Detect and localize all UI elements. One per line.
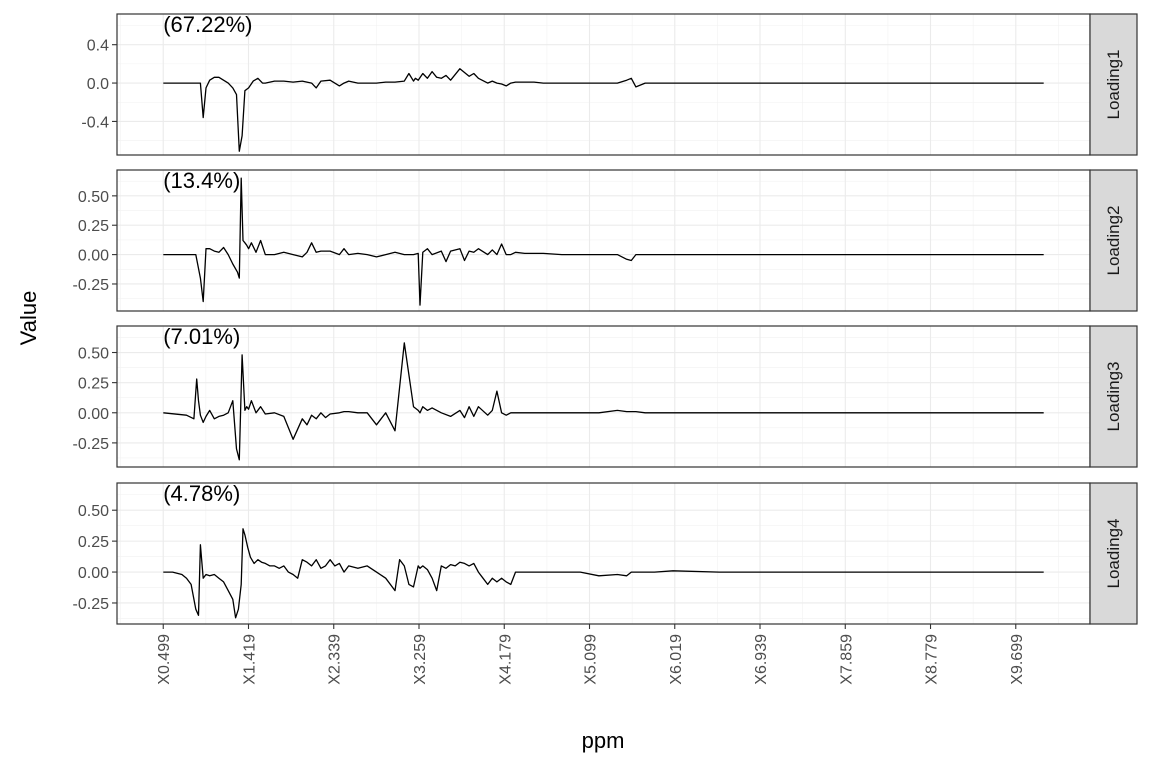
facet-panel-2: 0.50 0.25 0.00 -0.25 (13.4%) Loading2 <box>73 168 1138 312</box>
x-tick-label: X2.339 <box>327 634 344 685</box>
variance-annotation: (7.01%) <box>163 324 240 349</box>
facet-panel-4: 0.50 0.25 0.00 -0.25 (4.78%) Loading4 <box>73 481 1138 625</box>
y-tick-label: 0.25 <box>78 218 109 235</box>
x-axis-title: ppm <box>582 728 625 753</box>
facet-strip <box>1089 13 1138 156</box>
facet-panel-1: 0.4 0.0 -0.4 (67.22%) Loading1 <box>81 12 1138 156</box>
facet-strip-label: Loading1 <box>1104 50 1123 120</box>
loading-line <box>163 528 1044 619</box>
panel-background <box>117 170 1090 311</box>
x-axis: X0.499 X1.419 X2.339 X3.259 X4.179 X5.099 X6.0… <box>156 624 1026 685</box>
y-tick-label: 0.50 <box>78 503 109 520</box>
y-tick-label: -0.4 <box>81 114 109 131</box>
y-tick-label: 0.4 <box>87 38 109 55</box>
y-tick-label: 0.00 <box>78 248 109 265</box>
x-tick-label: X3.259 <box>412 634 429 685</box>
facet-strip-label: Loading4 <box>1104 519 1123 589</box>
panel-background <box>117 483 1090 624</box>
variance-annotation: (67.22%) <box>163 12 252 37</box>
loading-line <box>163 68 1044 152</box>
x-tick-label: X0.499 <box>156 634 173 685</box>
x-tick-label: X9.699 <box>1009 634 1026 685</box>
facet-strip <box>1089 169 1138 312</box>
y-tick-label: 0.0 <box>87 76 109 93</box>
loading-line <box>163 342 1044 461</box>
panel-background <box>117 326 1090 467</box>
x-tick-label: X6.019 <box>668 634 685 685</box>
y-tick-label: 0.00 <box>78 406 109 423</box>
panel-background <box>117 14 1090 155</box>
variance-annotation: (4.78%) <box>163 481 240 506</box>
x-tick-label: X8.779 <box>924 634 941 685</box>
x-tick-label: X1.419 <box>241 634 258 685</box>
y-tick-label: 0.50 <box>78 189 109 206</box>
y-axis-title: Value <box>16 291 41 346</box>
y-tick-label: -0.25 <box>73 436 110 453</box>
x-tick-label: X5.099 <box>583 634 600 685</box>
y-tick-label: 0.00 <box>78 565 109 582</box>
x-tick-label: X4.179 <box>497 634 514 685</box>
facet-strip <box>1089 325 1138 468</box>
facet-strip-label: Loading2 <box>1104 206 1123 276</box>
variance-annotation: (13.4%) <box>163 168 240 193</box>
loading-line <box>163 177 1044 306</box>
x-tick-label: X6.939 <box>753 634 770 685</box>
y-tick-label: -0.25 <box>73 596 110 613</box>
facet-strip-label: Loading3 <box>1104 362 1123 432</box>
facet-panels: 0.4 0.0 -0.4 (67.22%) Loading1 0.50 0.25 0.00 -0… <box>73 12 1138 625</box>
y-tick-label: 0.25 <box>78 376 109 393</box>
x-tick-label: X7.859 <box>838 634 855 685</box>
facet-panel-3: 0.50 0.25 0.00 -0.25 (7.01%) Loading3 <box>73 324 1138 468</box>
y-tick-label: 0.25 <box>78 534 109 551</box>
y-tick-label: -0.25 <box>73 277 110 294</box>
facet-strip <box>1089 482 1138 625</box>
y-tick-label: 0.50 <box>78 346 109 363</box>
